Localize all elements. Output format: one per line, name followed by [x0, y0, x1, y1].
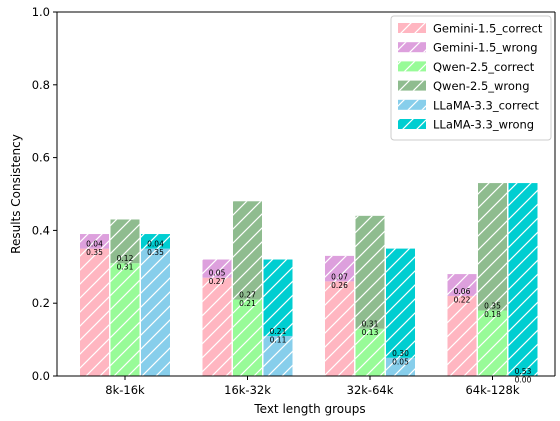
bar-hatch-Qwen-2.5_wrong [233, 201, 262, 300]
value-label-wrong: 0.12 [117, 254, 134, 263]
value-label-wrong: 0.04 [147, 240, 164, 249]
plot-area: 0.040.350.120.310.040.350.050.270.270.21… [80, 183, 538, 385]
value-label-correct: 0.26 [331, 281, 348, 290]
y-tick-label: 0.4 [32, 223, 50, 237]
x-tick-label: 16k-32k [224, 383, 271, 397]
bar-hatch-LLaMA-3.3_correct [141, 248, 170, 376]
value-label-correct: 0.18 [484, 310, 501, 319]
x-tick-label: 8k-16k [105, 383, 145, 397]
bar-hatch-LLaMA-3.3_correct [386, 357, 415, 376]
legend-box [390, 15, 552, 141]
bar-hatch-Gemini-1.5_wrong [447, 274, 477, 296]
legend-label: LLaMA-3.3_wrong [433, 118, 534, 132]
y-tick-label: 0.0 [32, 369, 50, 383]
axes: 0.0 0.2 0.4 0.6 0.8 1.0 8k-16k 16k-32k 32k-64k 64… [32, 5, 556, 397]
value-label-correct: 0.22 [454, 295, 471, 304]
value-label-correct: 0.00 [515, 376, 532, 385]
x-tick-label: 32k-64k [347, 383, 394, 397]
bar-hatch-Qwen-2.5_wrong [355, 215, 385, 329]
legend: Gemini-1.5_correct Gemini-1.5_wrong Qwen-2… [390, 15, 552, 141]
value-label-wrong: 0.07 [331, 272, 348, 281]
value-label-correct: 0.05 [392, 357, 409, 366]
bar-hatch-LLaMA-3.3_wrong [386, 248, 415, 358]
y-tick-label: 1.0 [32, 5, 50, 19]
bar-hatch-Gemini-1.5_correct [447, 295, 477, 376]
bar-hatch-Qwen-2.5_wrong [478, 183, 507, 311]
value-label-wrong: 0.21 [270, 327, 287, 336]
legend-swatch-hatch [398, 99, 426, 110]
bar-hatch-Gemini-1.5_wrong [325, 255, 354, 282]
bar-hatch-Qwen-2.5_correct [233, 299, 262, 376]
bar-hatch-Gemini-1.5_correct [325, 281, 354, 376]
bar-hatch-Gemini-1.5_correct [202, 277, 232, 376]
bar-hatch-Qwen-2.5_wrong [110, 219, 140, 264]
legend-label: Qwen-2.5_correct [433, 60, 535, 74]
legend-label: Gemini-1.5_wrong [433, 41, 538, 55]
bar-hatch-Qwen-2.5_correct [355, 328, 385, 376]
value-label-correct: 0.35 [86, 248, 103, 257]
y-tick-label: 0.2 [32, 296, 50, 310]
bar-hatch-LLaMA-3.3_wrong [508, 183, 538, 376]
value-label-wrong: 0.35 [484, 301, 501, 310]
bar-hatch-LLaMA-3.3_wrong [141, 234, 170, 249]
value-label-wrong: 0.53 [515, 367, 532, 376]
legend-swatch-hatch [398, 119, 426, 129]
bar-hatch-LLaMA-3.3_correct [263, 335, 293, 376]
value-label-correct: 0.27 [209, 277, 226, 286]
value-label-wrong: 0.30 [392, 349, 409, 358]
value-label-wrong: 0.04 [86, 240, 103, 249]
y-axis-title: Results Consistency [9, 134, 23, 254]
value-label-wrong: 0.27 [239, 291, 256, 300]
x-axis-title: Text length groups [253, 402, 365, 416]
bar-hatch-Gemini-1.5_wrong [202, 259, 232, 278]
value-label-correct: 0.11 [270, 335, 287, 344]
legend-swatch-hatch [398, 23, 426, 33]
legend-swatch-hatch [398, 42, 426, 53]
bar-hatch-Gemini-1.5_correct [80, 248, 109, 376]
bar-hatch-Qwen-2.5_correct [110, 263, 140, 376]
legend-label: Gemini-1.5_correct [433, 22, 543, 36]
legend-label: LLaMA-3.3_correct [433, 98, 539, 112]
value-label-correct: 0.13 [362, 328, 379, 337]
legend-label: Qwen-2.5_wrong [433, 79, 530, 93]
y-tick-label: 0.8 [32, 78, 50, 92]
bar-hatch-Gemini-1.5_wrong [80, 234, 109, 249]
value-label-wrong: 0.31 [362, 320, 379, 329]
legend-swatch-hatch [398, 61, 426, 72]
bar-hatch-LLaMA-3.3_wrong [263, 259, 293, 336]
legend-swatch-hatch [398, 80, 426, 91]
value-label-correct: 0.35 [147, 248, 164, 257]
value-label-correct: 0.21 [239, 299, 256, 308]
value-label-correct: 0.31 [117, 263, 134, 272]
value-label-wrong: 0.05 [209, 269, 226, 278]
value-label-wrong: 0.06 [454, 287, 471, 296]
y-tick-label: 0.6 [32, 151, 50, 165]
bar-hatch-Qwen-2.5_correct [478, 310, 507, 376]
x-tick-label: 64k-128k [465, 383, 519, 397]
